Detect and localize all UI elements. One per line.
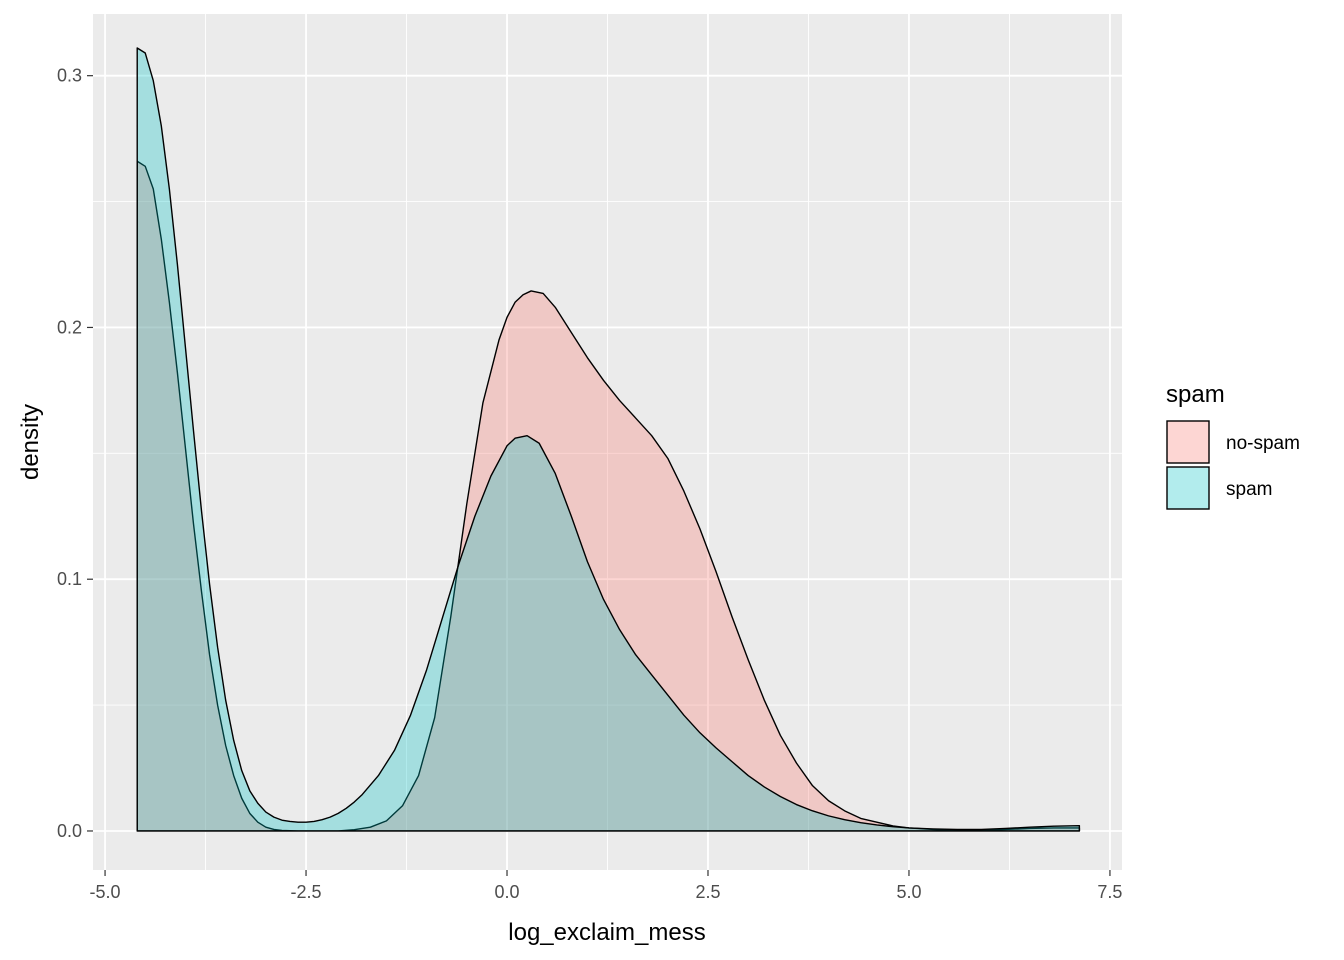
axis-ticks bbox=[87, 75, 1111, 876]
x-tick-label: 2.5 bbox=[695, 882, 720, 902]
y-tick-label: 0.3 bbox=[57, 66, 82, 86]
y-tick-labels: 0.0 0.1 0.2 0.3 bbox=[57, 66, 82, 841]
y-tick-label: 0.2 bbox=[57, 317, 82, 337]
legend-key-no-spam bbox=[1166, 420, 1210, 464]
x-tick-label: 5.0 bbox=[896, 882, 921, 902]
y-axis-title: density bbox=[17, 404, 44, 480]
y-tick-label: 0.0 bbox=[57, 821, 82, 841]
x-tick-labels: -5.0 -2.5 0.0 2.5 5.0 7.5 bbox=[90, 882, 1123, 902]
legend-title: spam bbox=[1166, 381, 1225, 408]
density-areas bbox=[136, 47, 1081, 832]
minor-gridlines bbox=[93, 14, 1122, 870]
legend: spam no-spam spam bbox=[1166, 381, 1300, 510]
x-tick-label: -5.0 bbox=[90, 882, 121, 902]
legend-key-spam bbox=[1166, 466, 1210, 510]
legend-label-spam: spam bbox=[1226, 479, 1272, 500]
density-area-no-spam bbox=[136, 160, 1081, 832]
legend-key-background bbox=[1166, 466, 1210, 510]
legend-items: no-spam spam bbox=[1166, 420, 1300, 510]
y-tick-label: 0.1 bbox=[57, 569, 82, 589]
x-tick-label: 0.0 bbox=[494, 882, 519, 902]
density-area-spam bbox=[136, 47, 1081, 832]
x-tick-label: -2.5 bbox=[291, 882, 322, 902]
legend-label-no-spam: no-spam bbox=[1226, 433, 1300, 454]
x-tick-label: 7.5 bbox=[1097, 882, 1122, 902]
x-axis-title: log_exclaim_mess bbox=[508, 919, 705, 946]
legend-key-background bbox=[1166, 420, 1210, 464]
